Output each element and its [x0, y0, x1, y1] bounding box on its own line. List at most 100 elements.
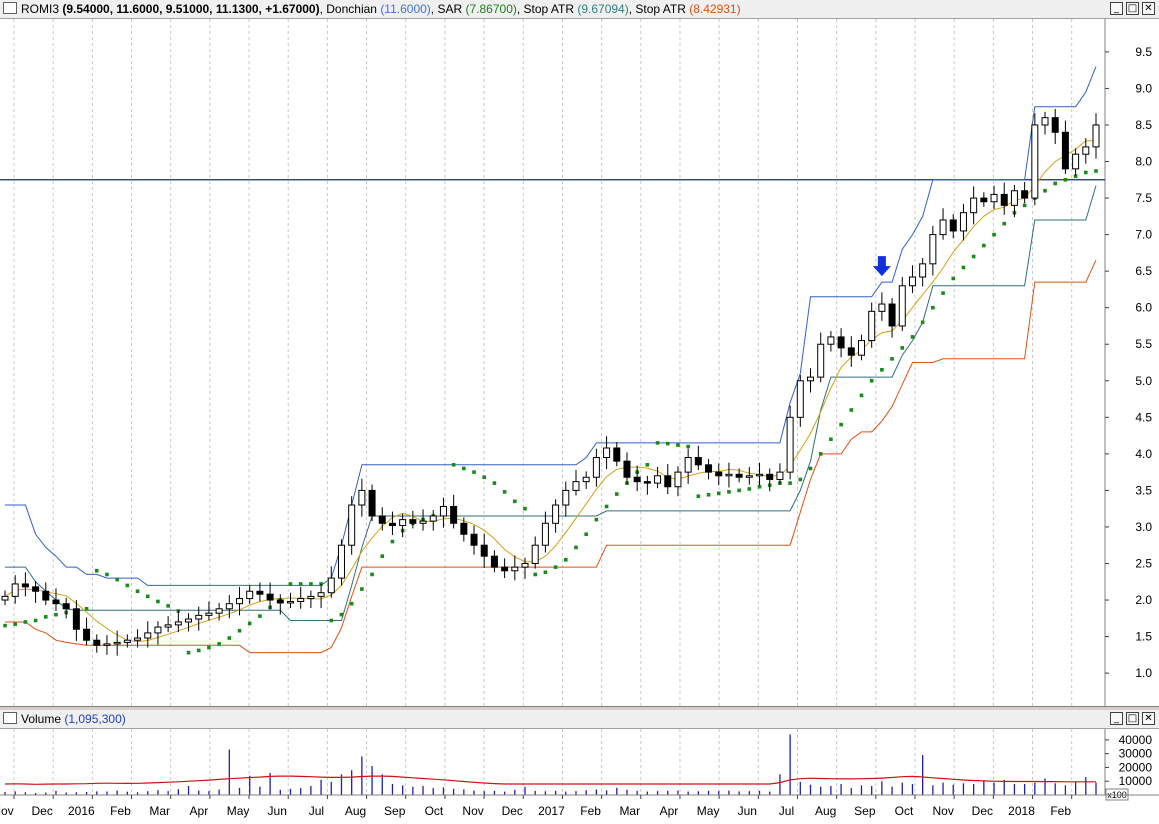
price-tick-label: 6.0	[1135, 301, 1152, 315]
sar-dot	[298, 582, 303, 586]
sar-label: SAR	[437, 2, 463, 16]
volume-value: (1,095,300)	[64, 712, 126, 726]
sar-dot	[482, 475, 487, 480]
candle-body	[215, 608, 223, 614]
candle-body	[123, 639, 131, 643]
candle-body	[429, 515, 437, 522]
sar-dot	[716, 491, 721, 496]
candle-body	[103, 643, 111, 646]
time-tick-label: 2017	[538, 804, 565, 818]
sar-dot	[604, 504, 609, 509]
candle-body	[919, 263, 927, 278]
candle-body	[735, 473, 743, 478]
donchian-line	[5, 66, 1097, 586]
sar-dot	[1053, 181, 1058, 186]
candle-body	[552, 504, 560, 524]
candle-body	[11, 583, 19, 597]
volume-tick-label: 30000	[1119, 747, 1153, 761]
candle-body	[1, 595, 9, 601]
minimize-button[interactable]: _	[1110, 2, 1123, 15]
candle-body	[705, 464, 713, 473]
candle-body	[786, 416, 794, 473]
candle-body	[1051, 117, 1059, 133]
sar-dot	[676, 443, 680, 447]
candle-body	[776, 471, 784, 480]
stop-atr-upper-value: (9.67094)	[577, 2, 629, 16]
price-tick-label: 4.0	[1135, 447, 1152, 461]
candle-body	[1031, 124, 1039, 199]
volume-minimize-button[interactable]: _	[1110, 712, 1123, 725]
sar-dot	[472, 470, 476, 474]
sar-dot	[462, 466, 466, 471]
candle-body	[1041, 117, 1049, 126]
sar-dot	[339, 612, 344, 617]
time-tick-label: Apr	[660, 804, 679, 818]
sar-dot	[941, 291, 945, 295]
candle-body	[959, 212, 967, 232]
sar-dot	[492, 481, 497, 485]
price-tick-label: 8.5	[1135, 118, 1152, 132]
candle-body	[307, 595, 315, 600]
main-pane-titlebar: ROMI3 (9.54000, 11.6000, 9.51000, 11.130…	[0, 0, 1159, 19]
sar-dot	[105, 572, 109, 577]
candle-body	[1061, 131, 1069, 170]
time-tick-label: Jun	[268, 804, 287, 818]
candle-body	[868, 310, 876, 342]
sar-dot	[920, 320, 925, 325]
candle-body	[72, 608, 80, 630]
sar-dot	[553, 565, 558, 569]
candle-body	[766, 473, 774, 480]
sar-dot	[1094, 169, 1098, 173]
candle-body	[399, 519, 407, 526]
restore-button[interactable]: □	[1126, 2, 1139, 15]
candle-body	[898, 285, 906, 327]
candle-body	[256, 590, 264, 595]
price-tick-label: 7.5	[1135, 191, 1152, 205]
sar-dot	[961, 265, 966, 270]
sar-dot	[247, 621, 252, 626]
close-button[interactable]: ✕	[1142, 2, 1155, 15]
stop-atr-lower-label: Stop ATR	[635, 2, 686, 16]
time-tick-label: Nov	[933, 804, 954, 818]
time-tick-label: May	[697, 804, 720, 818]
sar-dot	[370, 572, 374, 577]
sar-dot	[594, 517, 599, 522]
candle-body	[388, 522, 396, 526]
candle-body	[164, 624, 172, 628]
candle-body	[490, 555, 498, 568]
sar-dot	[706, 492, 711, 497]
time-tick-label: Aug	[815, 804, 836, 818]
candle-body	[908, 276, 916, 287]
sar-dot	[533, 572, 538, 577]
candle-body	[990, 193, 998, 203]
candle-body	[1092, 124, 1100, 148]
sar-dot	[94, 568, 99, 573]
sar-dot	[798, 477, 803, 482]
candle-body	[725, 473, 733, 477]
sar-dot	[686, 444, 690, 449]
time-tick-label: Sep	[854, 804, 876, 818]
candle-body	[52, 599, 60, 605]
sar-dot	[125, 583, 130, 588]
volume-restore-button[interactable]: □	[1126, 712, 1139, 725]
volume-chart[interactable]: 40000300002000010000x100NovDec2016FebMar…	[0, 729, 1159, 824]
price-chart[interactable]: 9.5 9.0 8.5 8.0 7.5 7.0 6.5 6.0 5.5 5.0 4.5 4.0 3.5 3…	[0, 19, 1159, 706]
time-tick-label: Mar	[619, 804, 640, 818]
time-tick-label: 2018	[1008, 804, 1035, 818]
sar-dot	[696, 494, 701, 499]
time-tick-label: Dec	[32, 804, 53, 818]
candle-body	[827, 336, 835, 345]
candle-body	[857, 340, 865, 356]
volume-tick-label: 40000	[1119, 733, 1153, 747]
candle-body	[154, 626, 162, 634]
candle-body	[745, 475, 753, 478]
volume-close-button[interactable]: ✕	[1142, 712, 1155, 725]
sar-dot	[523, 506, 527, 511]
donchian-label: Donchian	[326, 2, 377, 16]
volume-window-icon	[3, 712, 17, 724]
symbol-label: ROMI3	[21, 2, 60, 16]
time-tick-label: Oct	[895, 804, 914, 818]
volume-background	[0, 729, 1159, 824]
candle-body	[796, 380, 804, 418]
sar-dot	[829, 437, 833, 442]
